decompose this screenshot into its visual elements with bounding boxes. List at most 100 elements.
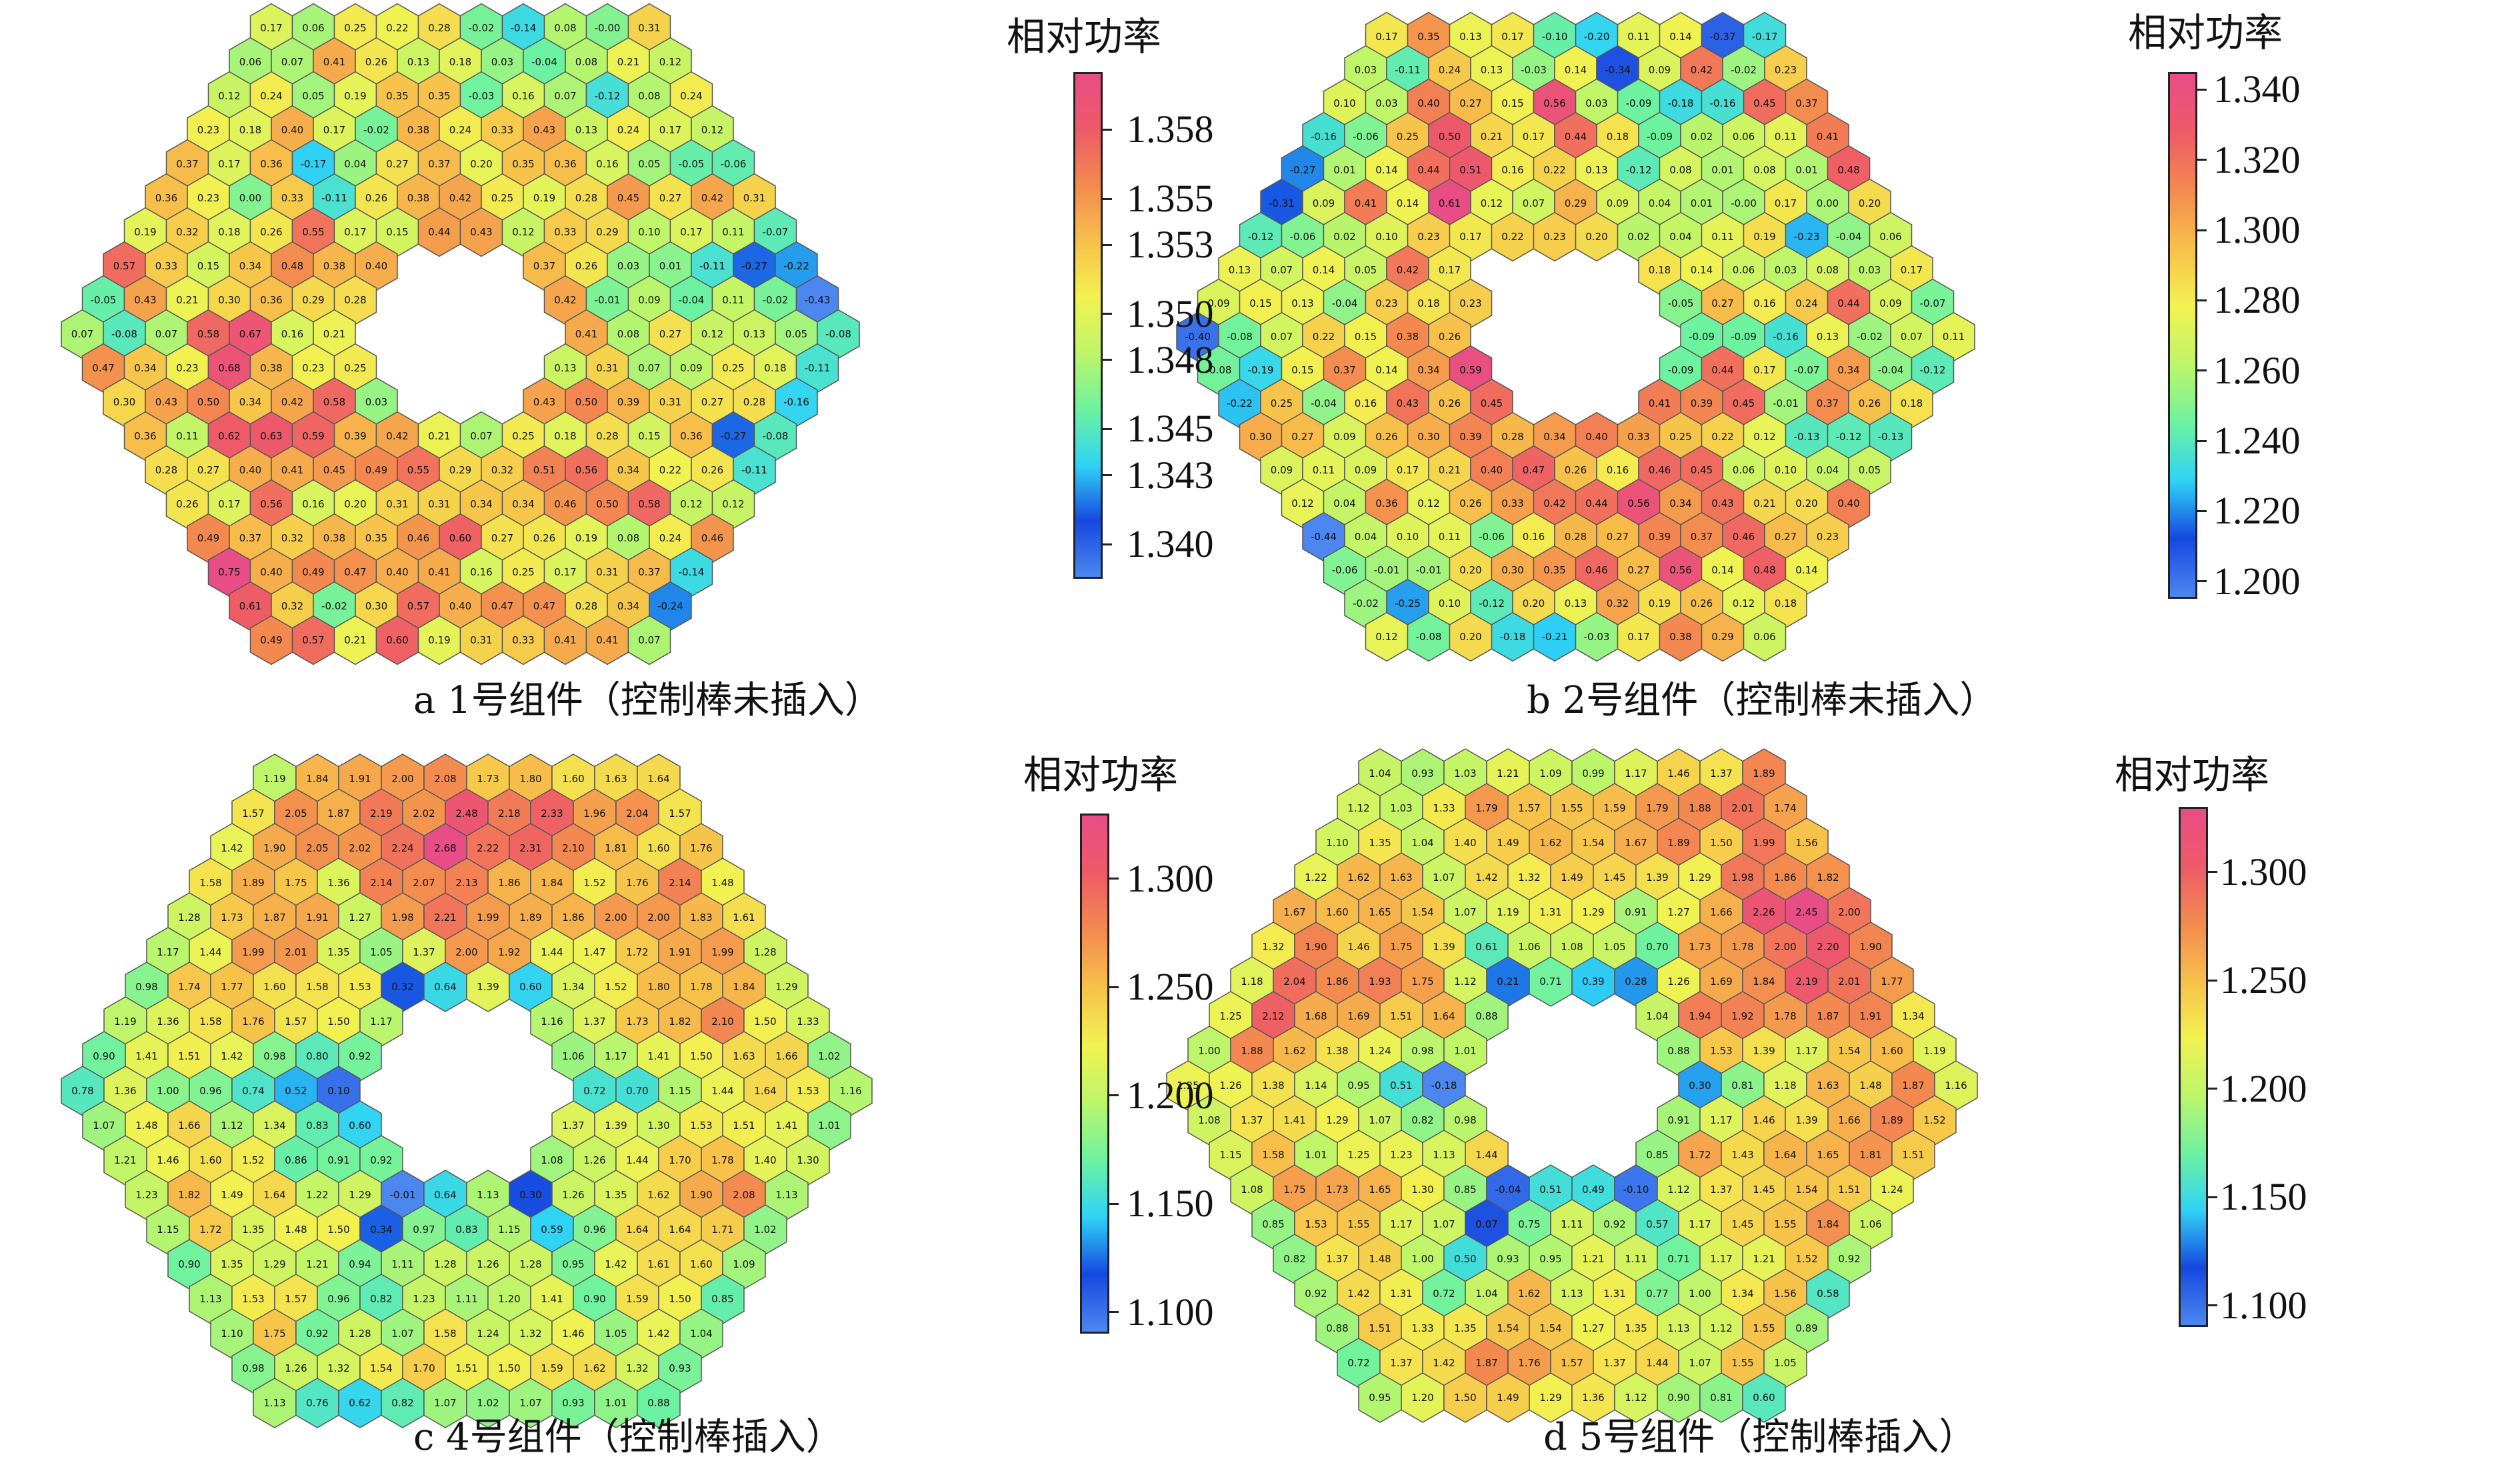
hex-cell-label: 0.10 — [638, 226, 660, 238]
hex-cell-label: 0.14 — [1397, 197, 1419, 209]
hex-cell-label: 0.07 — [638, 634, 660, 646]
hex-cell-label: 0.26 — [1691, 597, 1713, 609]
hex-cell-label: 1.86 — [498, 877, 520, 889]
hex-cell-label: 1.35 — [1454, 1322, 1476, 1334]
hex-cell-label: 0.59 — [1459, 364, 1481, 376]
hex-cell-label: 1.51 — [733, 1120, 755, 1132]
colorbar-tick-mark — [1103, 313, 1112, 315]
hex-cell-label: 1.54 — [1795, 1184, 1817, 1196]
hex-cell-label: 2.02 — [349, 842, 371, 854]
hex-cell-label: 1.87 — [1902, 1080, 1924, 1092]
hex-cell-label: 0.17 — [260, 22, 282, 34]
hex-cell-label: 0.56 — [1543, 97, 1565, 109]
hex-cell-label: 0.70 — [1646, 941, 1668, 953]
hex-cell-label: 1.21 — [1753, 1253, 1775, 1265]
hex-cell-label: 0.51 — [1459, 164, 1481, 176]
hex-cell-label: -0.14 — [679, 566, 705, 578]
hex-cell-label: 1.64 — [263, 1189, 285, 1201]
hex-cell-label: -0.08 — [1416, 631, 1442, 643]
hex-cell-label: 1.06 — [1859, 1218, 1881, 1230]
hex-cell-label: 2.05 — [306, 842, 328, 854]
hex-cell-label: 1.57 — [285, 1016, 307, 1028]
hex-cell-label: 2.00 — [647, 912, 669, 924]
colorbar-tick-mark — [2197, 580, 2207, 583]
colorbar-tick-mark — [2197, 229, 2207, 231]
hex-cell-label: 0.42 — [554, 294, 576, 306]
hex-cell-label: 0.24 — [1439, 64, 1461, 76]
hex-cell-label: 0.37 — [176, 158, 198, 170]
hex-cell-label: 0.11 — [176, 430, 198, 442]
hex-cell-label: -0.13 — [1794, 431, 1820, 443]
hex-cell-label: 0.20 — [1459, 631, 1481, 643]
hex-cell-label: 0.34 — [617, 600, 639, 612]
hex-cell-label: 0.55 — [302, 226, 324, 238]
hex-cell-label: -0.16 — [1773, 331, 1799, 343]
hex-cell-label: 1.17 — [1710, 1114, 1732, 1126]
hex-cell-label: 0.83 — [455, 1224, 477, 1236]
hex-cell-label: 0.44 — [1585, 497, 1607, 509]
hex-cell-label: 1.06 — [562, 1050, 584, 1062]
hex-cell-label: 1.17 — [1390, 1218, 1412, 1230]
hex-cell-label: 0.31 — [638, 22, 660, 34]
hex-cell-label: 0.05 — [785, 328, 807, 340]
hex-cell-label: 0.27 — [1459, 97, 1481, 109]
hex-cell-label: 1.51 — [1390, 1010, 1412, 1022]
hex-cell-label: 0.28 — [1501, 431, 1523, 443]
hex-cell-label: 1.48 — [285, 1224, 307, 1236]
hex-cell-label: 0.46 — [554, 498, 576, 510]
hex-cell-label: 0.99 — [1582, 768, 1604, 780]
hex-cell-label: 0.17 — [1753, 364, 1775, 376]
hex-cell-label: 0.25 — [344, 22, 366, 34]
hex-cell-label: 0.06 — [1753, 631, 1775, 643]
hex-cell-label: 1.42 — [1347, 1288, 1369, 1300]
hex-cell-label: 1.54 — [1497, 1322, 1519, 1334]
hex-cell-label: 1.01 — [605, 1397, 627, 1409]
hex-cell-label: 0.93 — [669, 1362, 691, 1374]
hex-cell-label: 1.23 — [135, 1189, 157, 1201]
hex-cell-label: 0.32 — [391, 981, 413, 993]
hex-cell-label: 2.10 — [711, 1016, 733, 1028]
hex-cell-label: 0.25 — [1271, 397, 1293, 409]
hex-cell-label: 1.89 — [1753, 768, 1775, 780]
hex-cell-label: 1.80 — [647, 981, 669, 993]
hex-cell-label: 1.16 — [1945, 1080, 1967, 1092]
hex-cell-label: 0.58 — [197, 328, 219, 340]
hex-cell-label: 0.23 — [1775, 64, 1797, 76]
hex-cell-label: 0.95 — [1347, 1080, 1369, 1092]
hex-cell-label: 1.60 — [1881, 1045, 1903, 1057]
hex-cell-label: 0.98 — [263, 1050, 285, 1062]
hex-cell-label: -0.05 — [679, 158, 705, 170]
hex-cell-label: 0.01 — [1691, 197, 1713, 209]
hex-cell-label: 0.25 — [1397, 131, 1419, 143]
hex-cell-label: -0.09 — [1647, 131, 1673, 143]
hex-cell-label: -0.02 — [1731, 64, 1757, 76]
hex-cell-label: 2.00 — [1774, 941, 1796, 953]
hex-cell-label: 0.23 — [197, 192, 219, 204]
hex-cell-label: 1.35 — [605, 1189, 627, 1201]
hex-cell-label: -0.00 — [1731, 197, 1757, 209]
colorbar-tick-label: 1.300 — [1127, 856, 1214, 900]
hex-cell-label: 0.16 — [1523, 531, 1545, 543]
hex-cell-label: -0.02 — [363, 124, 389, 136]
hex-cell-label: -0.23 — [1794, 231, 1820, 243]
hex-cell-label: 0.02 — [1333, 231, 1355, 243]
hex-cell-label: 1.35 — [221, 1258, 243, 1270]
hex-cell-label: -0.03 — [469, 90, 495, 102]
hex-cell-label: 0.01 — [1711, 164, 1733, 176]
hex-cell-label: 1.82 — [669, 1016, 691, 1028]
hex-cell-label: 1.07 — [1433, 872, 1455, 884]
hex-cell-label: 0.11 — [722, 294, 744, 306]
hex-cell-label: 0.05 — [1859, 464, 1881, 476]
hex-cell-label: 0.07 — [71, 328, 93, 340]
colorbar-title-d: 相对功率 — [2115, 752, 2270, 798]
hex-cell-label: 0.52 — [285, 1085, 307, 1097]
hex-cell-label: 1.12 — [1347, 802, 1369, 814]
colorbar-tick-label: 1.150 — [1127, 1182, 1214, 1225]
hex-cell-label: 1.36 — [114, 1085, 136, 1097]
hex-cell-label: 1.13 — [199, 1293, 221, 1305]
hex-cell-label: 1.13 — [263, 1397, 285, 1409]
hex-cell-label: 0.22 — [386, 22, 408, 34]
hex-cell-label: 1.78 — [690, 981, 712, 993]
hex-cell-label: 1.82 — [1817, 872, 1839, 884]
hex-cell-label: 0.57 — [407, 600, 429, 612]
